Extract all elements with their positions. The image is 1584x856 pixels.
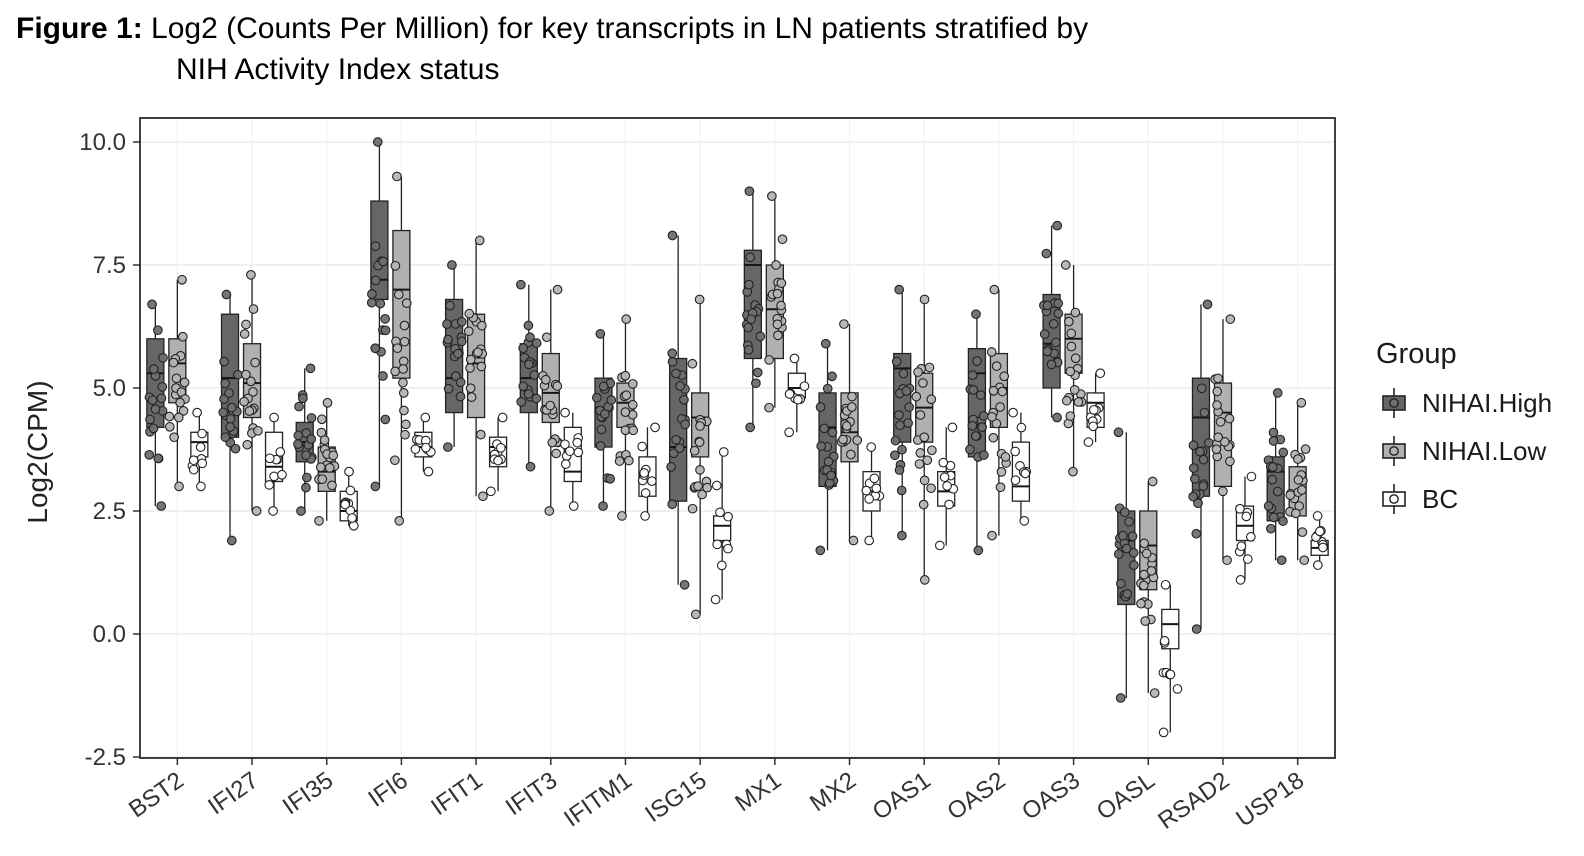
boxplot-key-icon-high bbox=[1382, 388, 1406, 418]
svg-text:ISG15: ISG15 bbox=[640, 767, 711, 828]
figure-title: Figure 1: Log2 (Counts Per Million) for … bbox=[16, 8, 1088, 91]
legend-title: Group bbox=[1376, 338, 1457, 370]
svg-text:RSAD2: RSAD2 bbox=[1153, 767, 1234, 835]
svg-text:IFI6: IFI6 bbox=[363, 767, 412, 813]
svg-text:7.5: 7.5 bbox=[93, 252, 126, 279]
y-axis-label: Log2(CPM) bbox=[22, 380, 53, 524]
svg-text:OAS2: OAS2 bbox=[942, 767, 1010, 826]
legend-item-nihai-low: NIHAI.Low bbox=[1376, 433, 1552, 469]
svg-text:-2.5: -2.5 bbox=[85, 744, 126, 771]
figure-label: Figure 1: bbox=[16, 12, 143, 45]
boxplot-key-icon-low bbox=[1382, 436, 1406, 466]
svg-text:BST2: BST2 bbox=[124, 767, 189, 824]
figure-title-line1: Figure 1: Log2 (Counts Per Million) for … bbox=[16, 8, 1088, 49]
boxplot-key-icon-bc bbox=[1382, 484, 1406, 514]
svg-text:OAS1: OAS1 bbox=[868, 767, 936, 826]
legend-item-bc: BC bbox=[1376, 481, 1552, 517]
legend-label-bc: BC bbox=[1422, 483, 1459, 514]
svg-text:IFIT3: IFIT3 bbox=[501, 767, 562, 821]
svg-text:0.0: 0.0 bbox=[93, 621, 126, 648]
figure-title-text: Log2 (Counts Per Million) for key transc… bbox=[151, 12, 1089, 45]
svg-text:IFI35: IFI35 bbox=[278, 767, 338, 820]
svg-text:IFI27: IFI27 bbox=[203, 767, 263, 820]
svg-text:10.0: 10.0 bbox=[79, 129, 126, 156]
svg-text:5.0: 5.0 bbox=[93, 375, 126, 402]
svg-text:MX1: MX1 bbox=[730, 767, 786, 817]
svg-text:2.5: 2.5 bbox=[93, 498, 126, 525]
legend: Group NIHAI.High NIHAI.Low BC bbox=[1376, 338, 1552, 529]
svg-text:MX2: MX2 bbox=[805, 767, 861, 817]
svg-text:USP18: USP18 bbox=[1231, 767, 1309, 833]
legend-label-nihai-high: NIHAI.High bbox=[1422, 387, 1553, 418]
legend-label-nihai-low: NIHAI.Low bbox=[1422, 435, 1547, 466]
svg-text:IFIT1: IFIT1 bbox=[426, 767, 487, 821]
svg-text:IFITM1: IFITM1 bbox=[559, 767, 637, 833]
legend-item-nihai-high: NIHAI.High bbox=[1376, 385, 1552, 421]
svg-text:OAS3: OAS3 bbox=[1017, 767, 1085, 826]
svg-text:OASL: OASL bbox=[1092, 767, 1160, 826]
figure-subtitle: NIH Activity Index status bbox=[176, 53, 500, 87]
